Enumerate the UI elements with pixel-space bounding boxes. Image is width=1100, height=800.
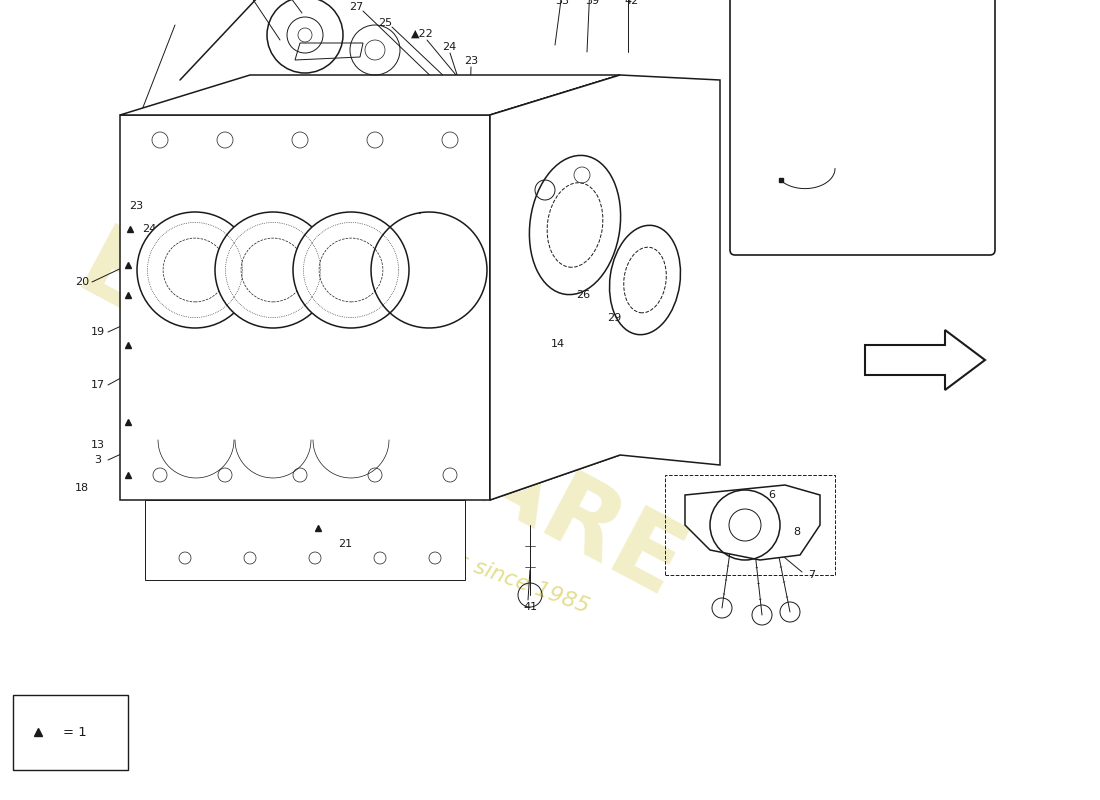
Polygon shape [490,75,720,500]
Text: 39: 39 [585,0,600,6]
Text: 3: 3 [95,455,101,465]
Text: 19: 19 [91,327,106,337]
Text: 8: 8 [793,527,801,537]
Polygon shape [490,75,620,500]
Text: 30: 30 [955,113,969,122]
Text: 24: 24 [442,42,456,52]
Text: 17: 17 [91,380,106,390]
Text: 26: 26 [576,290,590,300]
Text: 40: 40 [955,166,969,177]
Polygon shape [685,485,820,560]
Text: 23: 23 [464,56,478,66]
Circle shape [735,0,845,77]
Text: 21: 21 [338,539,352,549]
Text: 16: 16 [955,138,969,149]
Polygon shape [120,75,620,115]
Text: 25: 25 [378,18,392,28]
Text: 24: 24 [142,224,156,234]
Polygon shape [750,0,975,82]
Text: 6: 6 [769,490,776,500]
Text: 20: 20 [75,277,89,287]
Circle shape [810,134,830,154]
Text: 27: 27 [349,2,363,12]
Text: = 1: = 1 [63,726,87,738]
Text: 13: 13 [91,440,104,450]
Text: 7: 7 [808,570,815,580]
Polygon shape [145,500,465,580]
Circle shape [214,212,331,328]
Text: 41: 41 [522,602,537,612]
Text: ▲22: ▲22 [410,29,433,39]
Text: 29: 29 [607,313,621,323]
Text: a passion for parts since 1985: a passion for parts since 1985 [268,483,592,617]
Text: 18: 18 [75,483,89,493]
Text: 14: 14 [551,339,565,349]
FancyBboxPatch shape [730,0,996,255]
Circle shape [293,212,409,328]
Circle shape [138,212,253,328]
Polygon shape [120,115,490,500]
Text: EUROSPARE: EUROSPARE [62,220,698,620]
Text: 33: 33 [556,0,569,6]
Text: 23: 23 [129,201,143,211]
Polygon shape [295,43,363,60]
Text: 42: 42 [625,0,639,6]
